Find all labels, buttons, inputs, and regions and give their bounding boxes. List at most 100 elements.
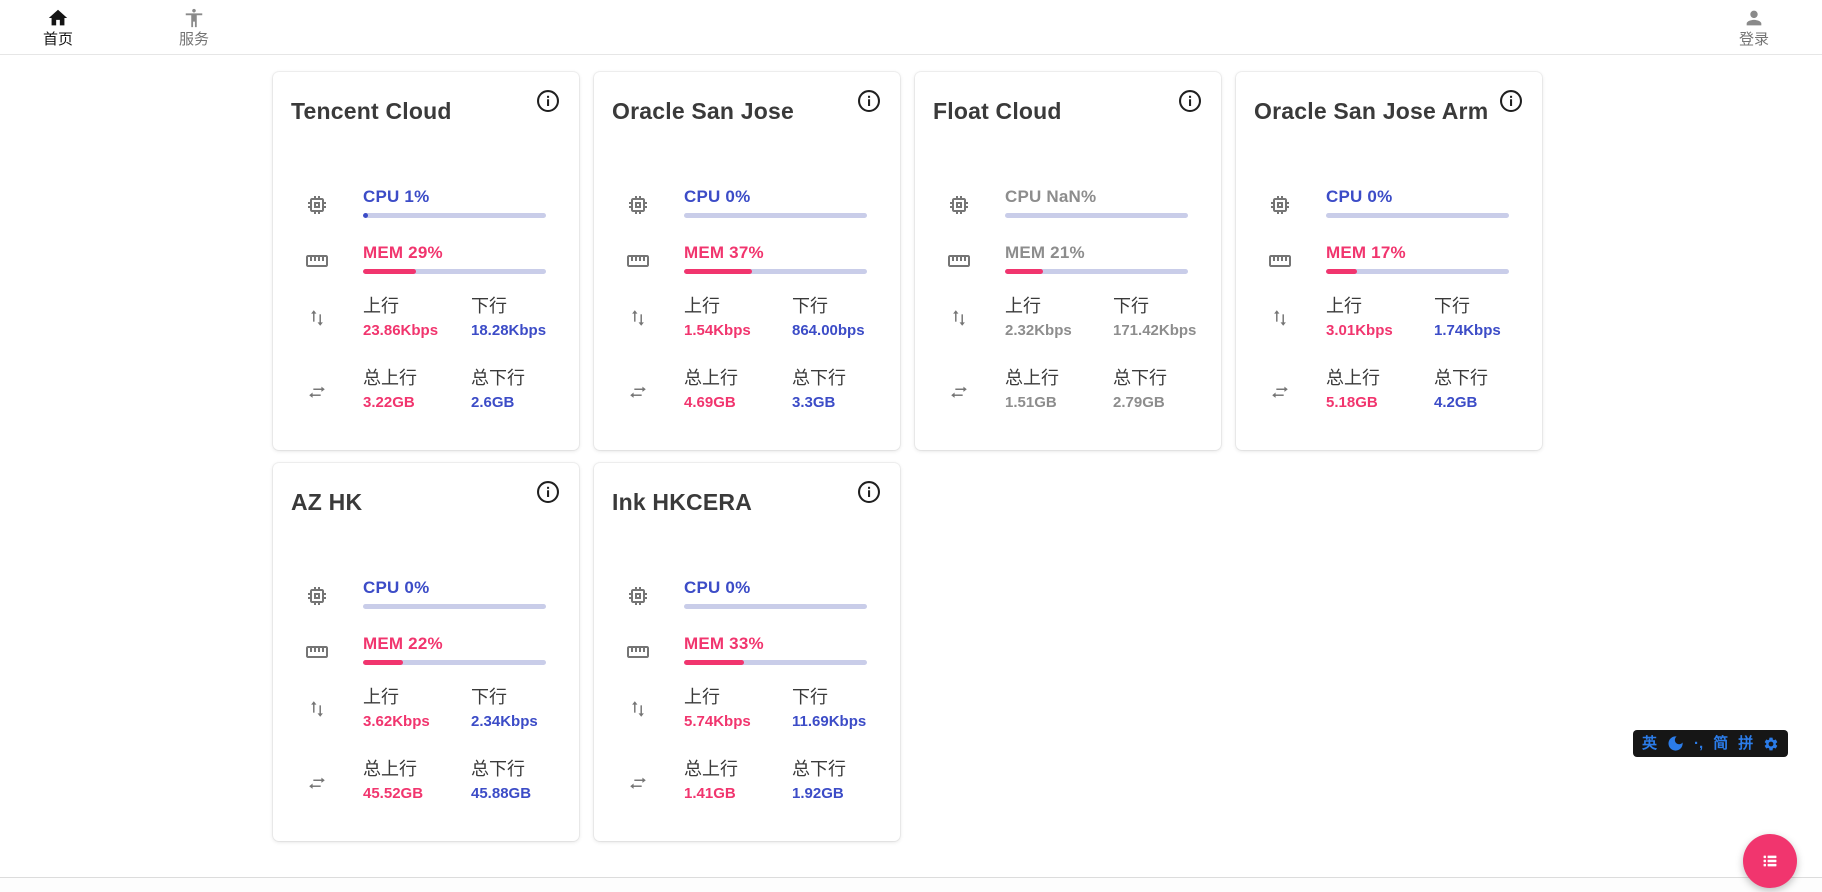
ruler-icon	[305, 640, 329, 664]
info-button[interactable]	[1175, 86, 1205, 116]
mem-progress-bar	[363, 269, 546, 274]
mem-bar-fill	[1005, 269, 1044, 274]
mem-stat-row: MEM 22%	[273, 633, 579, 665]
swap-horizontal-icon	[947, 380, 971, 404]
server-card: Oracle San Jose CPU 0%	[594, 72, 900, 450]
mem-progress-bar	[684, 660, 867, 665]
gear-icon[interactable]	[1763, 736, 1779, 752]
total-upload-value: 5.18GB	[1326, 394, 1378, 411]
person-icon	[1742, 6, 1766, 30]
ime-pinyin-toggle[interactable]: 拼	[1738, 735, 1754, 752]
upload-value: 2.32Kbps	[1005, 322, 1072, 339]
server-card: Tencent Cloud CPU 1%	[273, 72, 579, 450]
total-download-label: 总下行	[1434, 368, 1488, 388]
mem-usage-label: MEM 33%	[684, 634, 764, 653]
ruler-icon	[305, 249, 329, 273]
top-nav: 首页 服务 登录	[0, 0, 1822, 55]
cpu-chip-icon	[626, 584, 650, 608]
download-label: 下行	[792, 296, 828, 316]
footer-divider	[0, 877, 1822, 892]
info-icon	[537, 90, 559, 112]
mem-progress-bar	[363, 660, 546, 665]
info-icon	[1500, 90, 1522, 112]
total-download-value: 45.88GB	[471, 785, 532, 802]
server-card: Ink HKCERA CPU 0% ME	[594, 463, 900, 841]
cpu-chip-icon	[305, 584, 329, 608]
total-download-label: 总下行	[792, 759, 846, 779]
total-upload-label: 总上行	[363, 759, 417, 779]
download-value: 1.74Kbps	[1434, 322, 1501, 339]
mem-progress-bar	[1326, 269, 1509, 274]
upload-value: 5.74Kbps	[684, 713, 751, 730]
cpu-progress-bar	[363, 213, 546, 218]
swap-vertical-icon	[305, 306, 329, 330]
swap-horizontal-icon	[305, 771, 329, 795]
nav-item-login[interactable]: 登录	[1722, 6, 1786, 49]
mem-usage-label: MEM 29%	[363, 243, 443, 262]
ruler-icon	[1268, 249, 1292, 273]
download-label: 下行	[471, 296, 507, 316]
swap-vertical-icon	[947, 306, 971, 330]
server-card: Float Cloud CPU NaN%	[915, 72, 1221, 450]
total-upload-label: 总上行	[684, 368, 738, 388]
upload-label: 上行	[363, 296, 399, 316]
total-upload-value: 45.52GB	[363, 785, 424, 802]
total-download-value: 2.6GB	[471, 394, 515, 411]
mem-progress-bar	[684, 269, 867, 274]
upload-label: 上行	[1326, 296, 1362, 316]
mem-bar-fill	[363, 660, 404, 665]
cpu-chip-icon	[1268, 193, 1292, 217]
mem-usage-label: MEM 17%	[1326, 243, 1406, 262]
cpu-stat-row: CPU 1%	[273, 186, 579, 218]
server-card: AZ HK CPU 0% MEM 22%	[273, 463, 579, 841]
download-value: 2.34Kbps	[471, 713, 538, 730]
cpu-chip-icon	[947, 193, 971, 217]
mem-bar-fill	[1326, 269, 1358, 274]
upload-label: 上行	[684, 296, 720, 316]
cpu-stat-row: CPU NaN%	[915, 186, 1221, 218]
cpu-progress-bar	[684, 213, 867, 218]
ime-simplified-toggle[interactable]: 简	[1713, 735, 1729, 752]
upload-value: 23.86Kbps	[363, 322, 439, 339]
ime-english-toggle[interactable]: 英	[1642, 735, 1658, 752]
total-upload-value: 3.22GB	[363, 394, 415, 411]
total-download-value: 4.2GB	[1434, 394, 1478, 411]
info-button[interactable]	[854, 477, 884, 507]
server-name: Float Cloud	[933, 98, 1062, 124]
swap-vertical-icon	[626, 697, 650, 721]
download-value: 171.42Kbps	[1113, 322, 1197, 339]
info-icon	[858, 90, 880, 112]
upload-value: 3.01Kbps	[1326, 322, 1393, 339]
download-value: 11.69Kbps	[792, 713, 867, 730]
info-icon	[858, 481, 880, 503]
total-upload-label: 总上行	[1005, 368, 1059, 388]
cpu-stat-row: CPU 0%	[1236, 186, 1542, 218]
ime-punctuation-toggle[interactable]: ·,	[1694, 735, 1704, 752]
cpu-usage-label: CPU 1%	[363, 187, 430, 206]
info-icon	[537, 481, 559, 503]
info-button[interactable]	[533, 477, 563, 507]
total-upload-value: 1.51GB	[1005, 394, 1057, 411]
home-icon	[46, 6, 70, 30]
info-button[interactable]	[533, 86, 563, 116]
info-button[interactable]	[854, 86, 884, 116]
swap-vertical-icon	[626, 306, 650, 330]
cpu-progress-bar	[684, 604, 867, 609]
cpu-bar-fill	[363, 213, 368, 218]
cpu-chip-icon	[626, 193, 650, 217]
nav-service-label: 服务	[178, 30, 209, 48]
nav-item-home[interactable]: 首页	[26, 6, 90, 49]
server-list-fab[interactable]	[1743, 834, 1797, 888]
cpu-progress-bar	[1326, 213, 1509, 218]
cpu-stat-row: CPU 0%	[594, 186, 900, 218]
cpu-stat-row: CPU 0%	[273, 577, 579, 609]
swap-horizontal-icon	[305, 380, 329, 404]
upload-label: 上行	[363, 687, 399, 707]
info-button[interactable]	[1496, 86, 1526, 116]
total-download-value: 3.3GB	[792, 394, 836, 411]
upload-label: 上行	[1005, 296, 1041, 316]
moon-icon[interactable]	[1667, 735, 1684, 752]
mem-stat-row: MEM 29%	[273, 242, 579, 274]
nav-item-service[interactable]: 服务	[162, 6, 226, 49]
total-download-value: 2.79GB	[1113, 394, 1165, 411]
